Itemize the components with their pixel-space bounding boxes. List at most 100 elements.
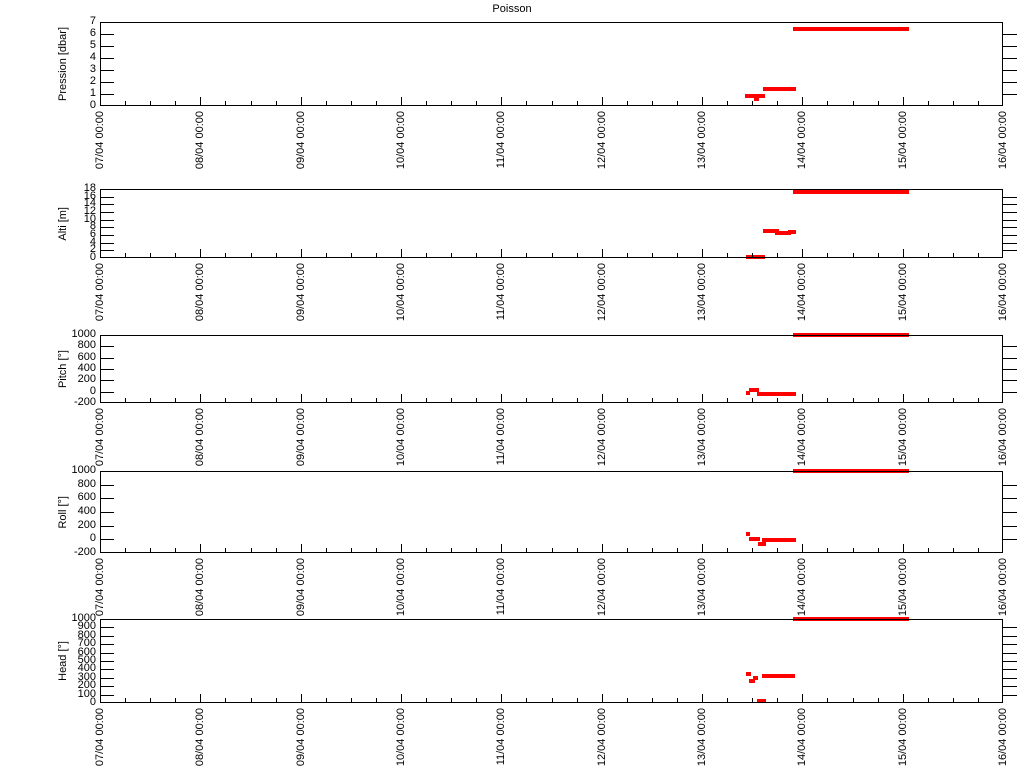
y-tick (101, 346, 114, 347)
y-tick-label: 100 (77, 688, 96, 700)
x-tick-major (200, 394, 201, 402)
y-tick (101, 498, 114, 499)
x-tick-minor (225, 101, 226, 105)
x-tick-major (602, 97, 603, 105)
y-tick-label: 400 (77, 362, 96, 374)
x-tick-major (501, 694, 502, 702)
x-tick-minor (225, 548, 226, 552)
y-tick-right (1003, 380, 1017, 381)
x-tick-minor (928, 698, 929, 702)
y-tick-label: 600 (77, 491, 96, 503)
x-tick-minor (878, 398, 879, 402)
x-tick-major (401, 97, 402, 105)
x-tick-minor (326, 101, 327, 105)
y-tick-label: 800 (77, 629, 96, 641)
y-tick-label: 8 (89, 220, 96, 232)
x-tick-minor (727, 548, 728, 552)
x-tick-label: 15/04 00:00 (897, 263, 909, 322)
x-tick-minor (476, 253, 477, 257)
x-tick-minor (777, 398, 778, 402)
x-tick-minor (125, 253, 126, 257)
y-tick (101, 358, 114, 359)
x-tick-major (401, 694, 402, 702)
x-tick-minor (326, 698, 327, 702)
x-tick-minor (326, 253, 327, 257)
y-tick-right (1003, 212, 1017, 213)
y-tick-label: 600 (77, 646, 96, 658)
subplot-frame (100, 471, 1003, 553)
x-tick-label: 11/04 00:00 (495, 263, 507, 321)
x-tick-minor (652, 548, 653, 552)
y-tick (101, 512, 114, 513)
x-tick-minor (677, 398, 678, 402)
y-tick (101, 526, 114, 527)
x-tick-minor (953, 101, 954, 105)
x-tick-minor (175, 398, 176, 402)
x-tick-minor (777, 253, 778, 257)
data-segment (746, 391, 750, 395)
data-segment (788, 230, 796, 234)
y-tick (101, 212, 114, 213)
y-tick (101, 227, 114, 228)
x-tick-major (702, 249, 703, 257)
x-tick-label: 14/04 00:00 (796, 558, 808, 617)
y-tick-label: 1000 (71, 464, 96, 476)
y-tick (101, 94, 114, 95)
x-tick-label: 12/04 00:00 (596, 263, 608, 322)
x-tick-minor (526, 253, 527, 257)
x-tick-label: 10/04 00:00 (395, 558, 407, 617)
x-tick-minor (853, 101, 854, 105)
y-tick (101, 669, 114, 670)
y-tick-right (1003, 512, 1017, 513)
x-tick-major (802, 694, 803, 702)
x-tick-label: 08/04 00:00 (194, 111, 206, 170)
data-segment (793, 617, 909, 621)
x-tick-label: 13/04 00:00 (696, 558, 708, 617)
x-tick-minor (526, 101, 527, 105)
x-tick-major (501, 97, 502, 105)
x-tick-label: 16/04 00:00 (997, 263, 1009, 322)
x-tick-minor (752, 253, 753, 257)
y-tick-right (1003, 235, 1017, 236)
x-tick-minor (150, 253, 151, 257)
x-tick-label: 07/04 00:00 (94, 263, 106, 322)
y-tick-label: 400 (77, 662, 96, 674)
x-tick-minor (351, 253, 352, 257)
x-tick-major (702, 544, 703, 552)
y-tick-right (1003, 669, 1017, 670)
data-segment (762, 674, 795, 678)
y-tick-label: 18 (83, 182, 96, 194)
x-tick-minor (125, 548, 126, 552)
x-tick-minor (251, 253, 252, 257)
x-tick-minor (426, 548, 427, 552)
y-tick-right (1003, 485, 1017, 486)
x-tick-minor (752, 398, 753, 402)
x-tick-minor (652, 101, 653, 105)
y-tick (101, 250, 114, 251)
x-tick-major (903, 249, 904, 257)
y-tick-right (1003, 70, 1017, 71)
x-tick-label: 16/04 00:00 (997, 708, 1009, 767)
x-tick-minor (276, 253, 277, 257)
x-tick-minor (451, 253, 452, 257)
y-tick (101, 82, 114, 83)
x-tick-minor (777, 548, 778, 552)
x-tick-minor (652, 698, 653, 702)
x-tick-major (903, 694, 904, 702)
x-tick-major (802, 249, 803, 257)
x-tick-major (802, 97, 803, 105)
x-tick-minor (727, 101, 728, 105)
x-tick-minor (627, 398, 628, 402)
x-tick-minor (878, 253, 879, 257)
x-tick-major (602, 544, 603, 552)
x-tick-label: 09/04 00:00 (295, 263, 307, 322)
x-tick-label: 09/04 00:00 (295, 408, 307, 467)
x-tick-minor (978, 398, 979, 402)
x-tick-major (602, 249, 603, 257)
x-tick-label: 09/04 00:00 (295, 558, 307, 617)
x-tick-label: 08/04 00:00 (194, 708, 206, 767)
x-tick-label: 10/04 00:00 (395, 263, 407, 322)
x-tick-major (200, 97, 201, 105)
x-tick-minor (577, 398, 578, 402)
